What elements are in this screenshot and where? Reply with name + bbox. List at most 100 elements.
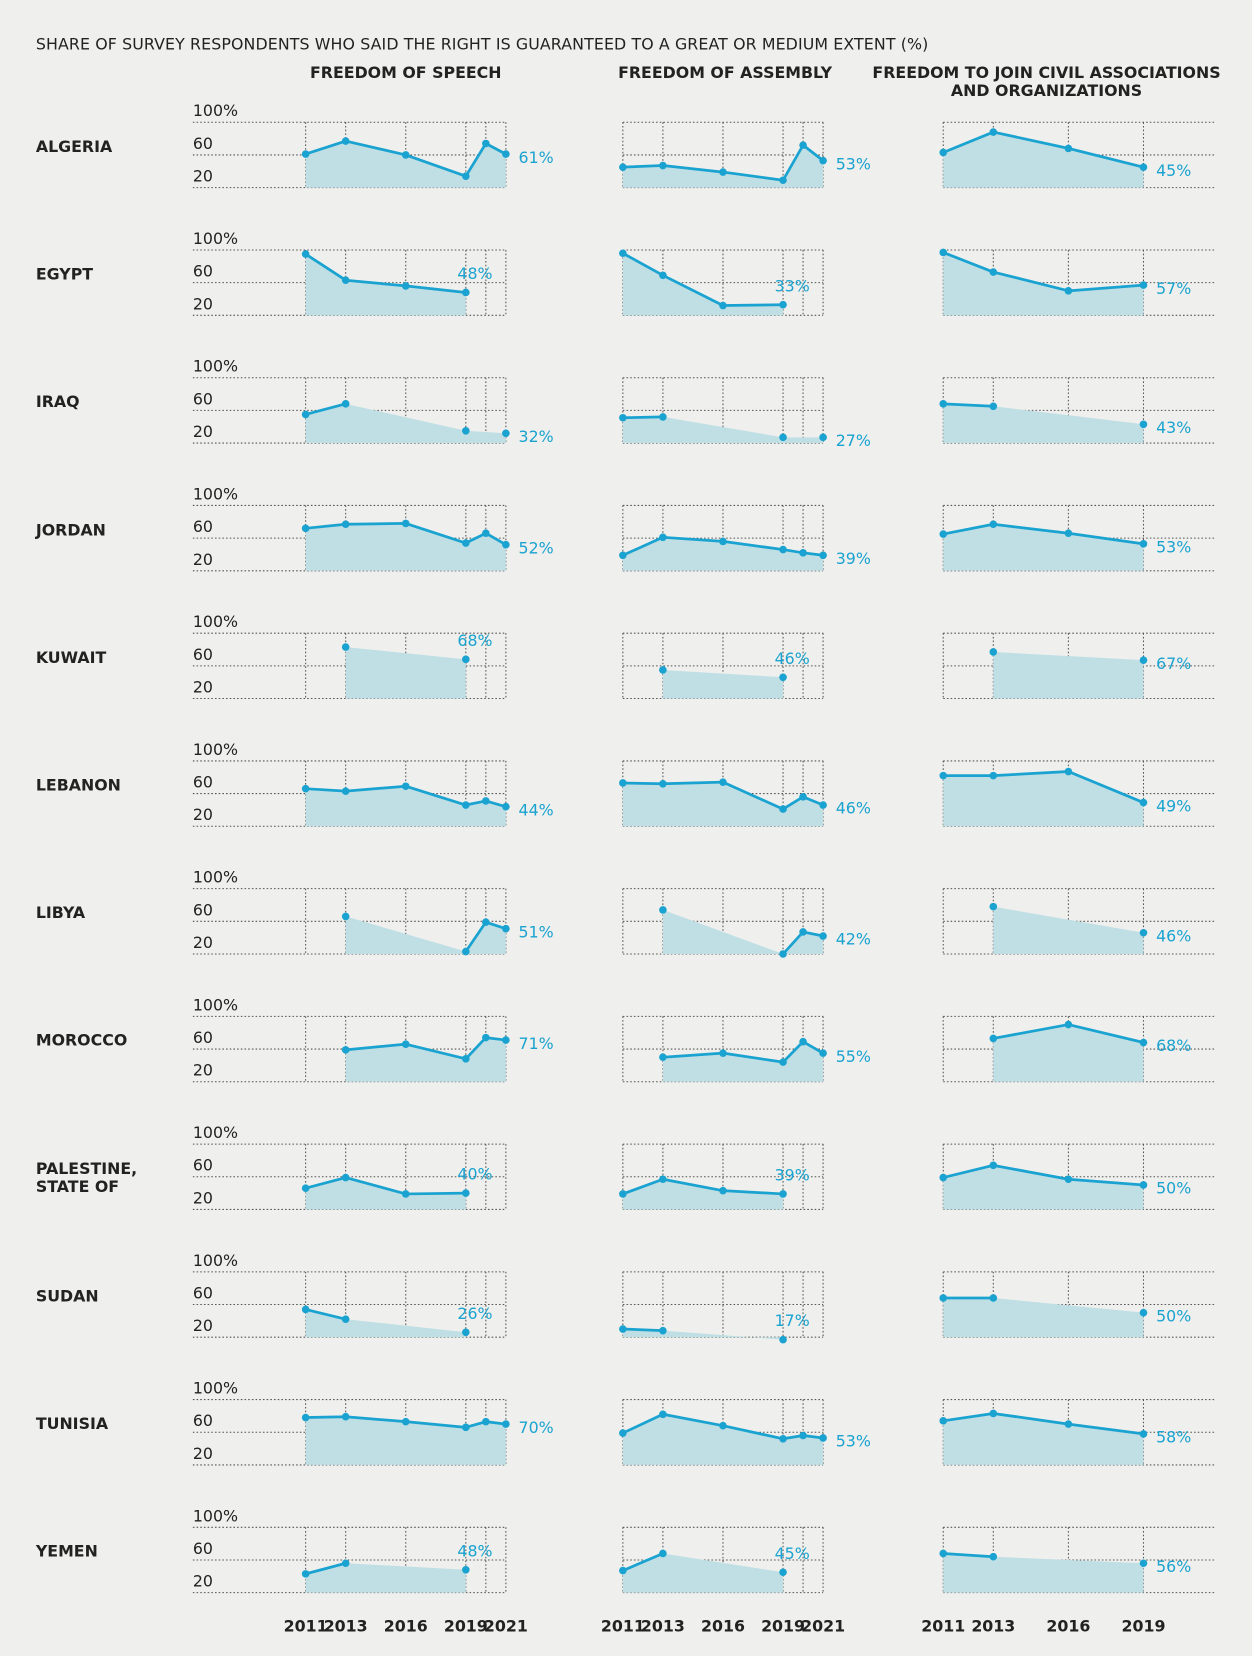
y-tick-label: 100%	[193, 995, 238, 1014]
value-label: 58%	[1156, 1428, 1191, 1447]
point	[719, 537, 727, 546]
point	[819, 551, 827, 560]
point	[401, 282, 410, 290]
point	[939, 771, 948, 780]
point	[401, 519, 410, 528]
area	[662, 1041, 824, 1082]
line	[943, 1412, 1144, 1436]
point	[462, 1328, 470, 1337]
point	[462, 1565, 470, 1574]
point	[502, 429, 510, 438]
x-tick-label: 2011	[284, 1617, 328, 1636]
value-label: 70%	[519, 1418, 554, 1437]
point	[502, 1420, 510, 1428]
value-label: 48%	[457, 1541, 492, 1560]
area	[622, 782, 824, 827]
point	[1139, 1308, 1148, 1317]
area	[305, 1563, 466, 1593]
y-tick-label: 100%	[193, 740, 238, 759]
point	[1064, 767, 1073, 776]
x-tick-label: 2013	[324, 1617, 368, 1636]
x-tick-label: 2016	[1046, 1617, 1090, 1636]
value-label: 68%	[457, 631, 492, 650]
area	[622, 416, 824, 444]
point	[1139, 928, 1148, 937]
point	[989, 771, 998, 780]
country-label: LEBANON	[35, 775, 121, 795]
point	[619, 1429, 627, 1437]
value-label: 45%	[775, 1544, 810, 1563]
point	[1064, 1175, 1073, 1184]
point	[502, 924, 510, 933]
area	[305, 786, 506, 827]
point	[799, 1037, 807, 1046]
area	[345, 916, 506, 954]
point	[301, 410, 310, 419]
point	[819, 932, 827, 940]
area	[622, 145, 824, 188]
x-tick-label: 2021	[801, 1617, 845, 1636]
y-tick-label: 20	[193, 805, 213, 824]
point	[619, 551, 627, 560]
y-tick-label: 20	[193, 550, 213, 569]
panel-title: FREEDOM OF SPEECH	[309, 63, 502, 83]
area	[993, 906, 1144, 954]
point	[659, 666, 667, 674]
point	[1064, 529, 1073, 538]
point	[779, 176, 787, 185]
y-tick-label: 20	[193, 677, 213, 696]
country-label: TUNISIA	[35, 1414, 109, 1434]
point	[659, 413, 667, 421]
value-label: 43%	[1156, 418, 1191, 437]
point	[989, 1034, 998, 1043]
point	[779, 1190, 787, 1198]
country-label: PALESTINE, STATE OF	[35, 1158, 138, 1196]
point	[1064, 1420, 1073, 1428]
y-tick-label: 60	[193, 900, 213, 919]
y-tick-label: 100%	[193, 612, 238, 631]
area	[305, 403, 506, 444]
point	[719, 1421, 727, 1430]
point	[659, 1410, 667, 1419]
point	[989, 520, 998, 529]
point	[819, 1049, 827, 1057]
point	[719, 301, 727, 310]
area	[943, 771, 1144, 827]
value-label: 53%	[836, 1432, 871, 1451]
point	[341, 1315, 350, 1324]
point	[989, 1409, 998, 1418]
point	[341, 520, 350, 529]
point	[341, 1173, 350, 1182]
area	[305, 1416, 506, 1465]
y-tick-label: 60	[193, 1028, 213, 1047]
area	[943, 403, 1144, 444]
y-tick-label: 100%	[193, 1251, 238, 1270]
line	[305, 522, 507, 546]
area	[622, 537, 824, 571]
value-label: 51%	[519, 922, 554, 941]
point	[1064, 287, 1073, 295]
line	[622, 143, 824, 182]
point	[779, 950, 787, 958]
point	[401, 1040, 410, 1048]
panel-title: FREEDOM OF ASSEMBLY	[618, 63, 833, 83]
x-tick-label: 2013	[971, 1617, 1015, 1636]
point	[502, 150, 510, 158]
point	[659, 779, 667, 788]
value-label: 42%	[836, 930, 871, 949]
value-label: 44%	[519, 800, 554, 819]
point	[799, 793, 807, 801]
country-label: LIBYA	[35, 903, 86, 923]
country-label: ALGERIA	[35, 137, 113, 156]
point	[482, 1417, 490, 1426]
point	[939, 530, 948, 538]
area	[993, 1024, 1144, 1082]
y-tick-label: 100%	[193, 1379, 238, 1398]
point	[619, 1566, 627, 1575]
point	[719, 168, 727, 176]
point	[401, 1190, 410, 1198]
x-tick-label: 2019	[761, 1617, 805, 1636]
point	[1139, 798, 1148, 807]
point	[779, 1568, 787, 1577]
point	[989, 402, 998, 411]
